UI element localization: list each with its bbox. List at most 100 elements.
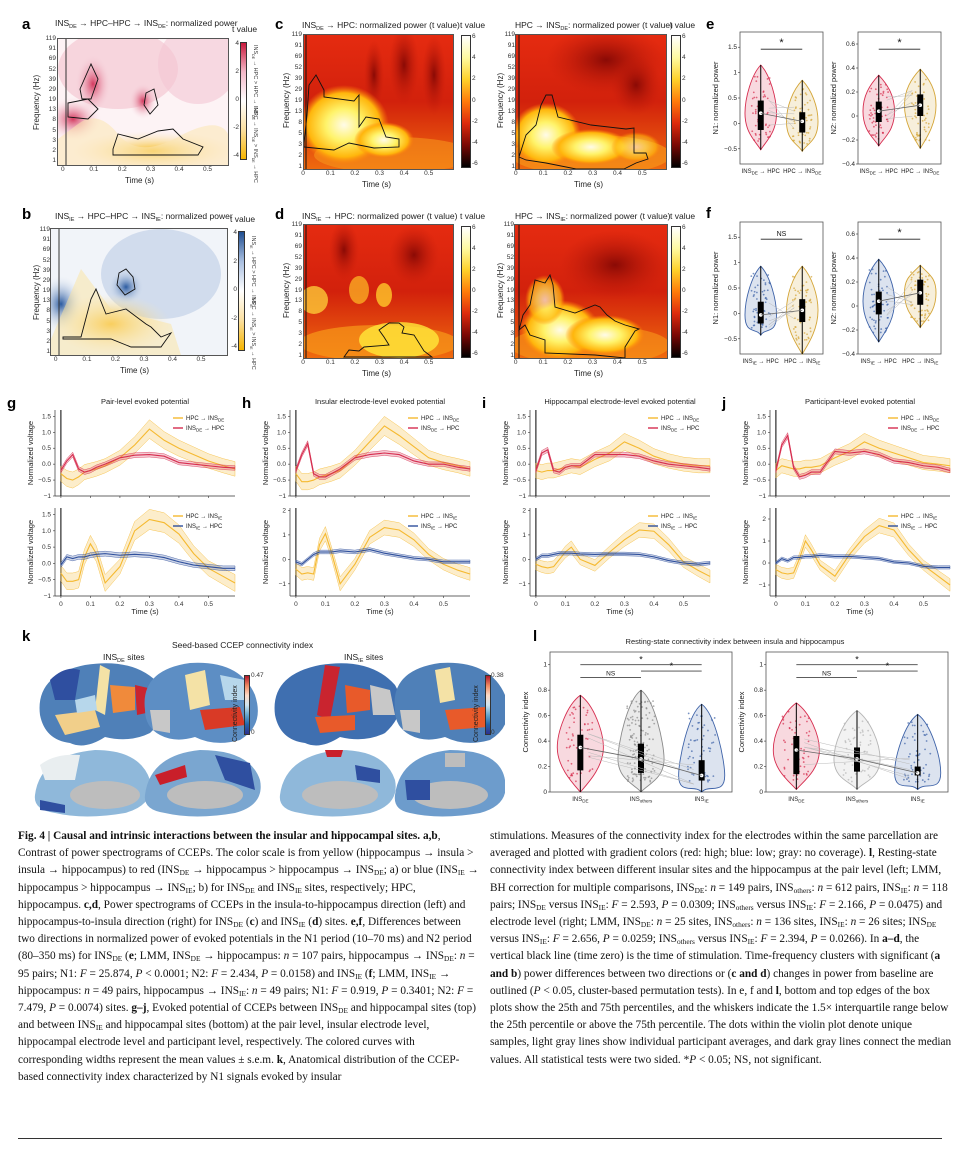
- tick-label: 0.3: [374, 170, 385, 177]
- panel-k-right-cbar-max: 0.38: [491, 672, 504, 679]
- comparison-label: *: [855, 655, 859, 665]
- tick-label: 19: [506, 286, 514, 294]
- chart-title: Participant-level evoked potential: [805, 397, 915, 406]
- panel-d-left-cbar-title: t value: [460, 211, 486, 221]
- sample-dot: [791, 135, 794, 138]
- sample-dot: [862, 734, 865, 737]
- colorbar-tick: 6: [472, 33, 476, 40]
- sample-dot: [787, 758, 789, 761]
- sample-dot: [803, 752, 805, 755]
- sample-dot: [784, 741, 787, 744]
- y-tick-label: −1: [759, 582, 767, 589]
- sample-dot: [882, 303, 884, 306]
- mean-line: [775, 433, 951, 478]
- tick-label: 0.3: [588, 170, 598, 177]
- sample-dot: [713, 717, 716, 719]
- violin-chart-f-n2: −0.4 −0.2 0 0.2 0.4 0.6 N2: normalized power IN…: [829, 221, 942, 366]
- panel-k-left-colorbar: [244, 675, 250, 735]
- y-tick-label: 1: [733, 70, 737, 77]
- sample-dot: [927, 293, 930, 296]
- sample-dot: [922, 320, 925, 323]
- sample-dot: [887, 91, 890, 93]
- participant-line: [588, 756, 694, 785]
- sample-dot: [927, 108, 930, 110]
- sample-dot: [804, 134, 807, 137]
- panel-label-l: l: [533, 628, 538, 645]
- sample-dot: [914, 280, 917, 283]
- sample-dot: [807, 734, 810, 737]
- tick-label: 2: [298, 341, 302, 349]
- tick-label: 0.3: [374, 359, 385, 366]
- sample-dot: [572, 744, 575, 747]
- tick-label: 52: [48, 65, 56, 73]
- sample-dot: [920, 273, 923, 275]
- x-category-label: INSDE: [572, 797, 588, 804]
- sample-dot: [805, 338, 808, 341]
- participant-line: [886, 280, 913, 316]
- y-tick-label: −0.5: [724, 146, 737, 153]
- sample-dot: [844, 772, 847, 774]
- x-tick-label: 0.1: [801, 601, 810, 608]
- colorbar-tick: -6: [472, 350, 478, 357]
- sample-dot: [793, 287, 795, 290]
- sample-dot: [636, 741, 639, 744]
- chart-title: Insular electrode-level evoked potential: [315, 397, 445, 406]
- sample-dot: [696, 714, 698, 717]
- sample-dot: [646, 733, 649, 735]
- x-axis-label: Time (s): [131, 607, 159, 616]
- sample-dot: [586, 711, 589, 714]
- panel-d-right-yticks: 119 91 69 52 39 29 19 13 8 5 3 2 1: [496, 221, 514, 360]
- sample-dot: [863, 770, 866, 772]
- sample-dot: [581, 729, 583, 731]
- sample-dot: [752, 324, 755, 327]
- sample-dot: [808, 137, 811, 140]
- sample-dot: [693, 761, 696, 764]
- sample-dot: [809, 298, 812, 301]
- sample-dot: [916, 133, 918, 136]
- colorbar-tick: -2: [231, 314, 237, 322]
- y-tick-label: 1: [762, 538, 766, 545]
- sample-dot: [628, 724, 631, 727]
- x-tick-label: 0.4: [889, 601, 898, 608]
- x-tick-label: 0.4: [409, 601, 418, 608]
- sample-dot: [880, 328, 883, 330]
- sample-dot: [631, 715, 634, 718]
- sample-dot: [710, 742, 713, 744]
- sample-dot: [925, 763, 927, 766]
- sample-dot: [797, 134, 800, 137]
- tick-label: 39: [506, 264, 514, 272]
- sample-dot: [803, 773, 805, 775]
- y-tick-label: 0.2: [846, 279, 855, 286]
- sample-dot: [921, 779, 924, 781]
- colorbar-tick: -2: [472, 117, 478, 125]
- sample-dot: [911, 117, 914, 120]
- sample-dot: [921, 309, 923, 312]
- sample-dot: [634, 719, 637, 722]
- sample-dot: [886, 106, 889, 109]
- y-tick-label: 0.0: [42, 461, 51, 468]
- sample-dot: [887, 316, 889, 319]
- sample-dot: [872, 304, 875, 307]
- sample-dot: [751, 130, 754, 133]
- tick-label: 29: [294, 275, 302, 283]
- y-tick-label: 1.0: [277, 429, 286, 436]
- sample-dot: [927, 778, 930, 781]
- sample-dot: [585, 714, 588, 716]
- colorbar-tick: 2: [235, 68, 239, 75]
- sem-band: [535, 551, 711, 567]
- y-tick-label: 0.8: [754, 687, 763, 694]
- brain-ins-de-lateral-right: [144, 662, 258, 743]
- sample-dot: [925, 121, 928, 124]
- tick-label: 0.1: [325, 170, 335, 177]
- sample-dot: [630, 768, 633, 771]
- panel-c-left-cbar-title: t value: [460, 20, 486, 30]
- sample-dot: [868, 130, 871, 132]
- sem-band: [535, 446, 711, 475]
- plot-frame: [857, 221, 942, 355]
- sample-dot: [923, 733, 926, 736]
- sample-dot: [799, 107, 802, 110]
- heatmap-c-right: [515, 34, 667, 170]
- sample-dot: [912, 103, 915, 106]
- tick-label: 2: [52, 146, 56, 154]
- y-tick-label: 0.4: [754, 738, 763, 745]
